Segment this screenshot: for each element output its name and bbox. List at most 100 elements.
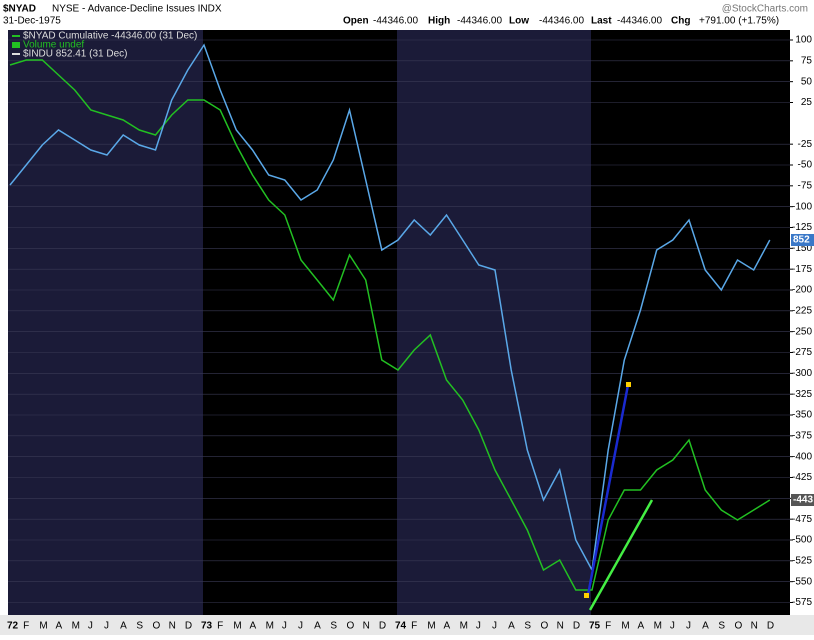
marker <box>626 382 631 387</box>
x-tick-label: A <box>56 621 63 632</box>
y-tick-label: -75 <box>798 180 813 191</box>
x-tick-label: N <box>169 621 176 632</box>
x-tick-label: D <box>573 621 580 632</box>
y-tick-label: -475 <box>792 514 812 525</box>
y-tick-label: -300 <box>792 368 812 379</box>
year-band <box>397 30 591 615</box>
x-tick-label: F <box>411 621 417 632</box>
x-tick-label: D <box>767 621 774 632</box>
x-tick-label: A <box>120 621 127 632</box>
y-tick-label: -350 <box>792 410 812 421</box>
x-tick-label: D <box>379 621 386 632</box>
y-tick-label: -550 <box>792 576 812 587</box>
price-tag-box <box>791 234 814 246</box>
y-tick-label: -375 <box>792 430 812 441</box>
x-tick-label: J <box>476 621 481 632</box>
stat-value: -44346.00 <box>539 16 584 27</box>
x-tick-label: M <box>621 621 629 632</box>
x-tick-label: 73 <box>201 621 213 632</box>
series-line <box>9 59 771 591</box>
symbol: $NYAD <box>3 4 36 15</box>
stat-label: Open <box>343 16 369 27</box>
x-tick-label: J <box>282 621 287 632</box>
x-tick-label: A <box>250 621 257 632</box>
x-tick-label: O <box>735 621 743 632</box>
x-tick-label: M <box>654 621 662 632</box>
legend-entry: $NYAD Cumulative -44346.00 (31 Dec) <box>23 31 197 42</box>
x-tick-label: A <box>638 621 645 632</box>
x-tick-label: O <box>347 621 355 632</box>
price-tag-box <box>791 494 814 506</box>
x-tick-label: O <box>153 621 161 632</box>
y-tick-label: 75 <box>801 55 813 66</box>
x-tick-label: A <box>314 621 321 632</box>
x-tick-label: J <box>670 621 675 632</box>
x-tick-label: F <box>605 621 611 632</box>
price-tag: 852 <box>793 235 810 246</box>
x-tick-label: M <box>39 621 47 632</box>
x-tick-label: F <box>23 621 29 632</box>
x-tick-label: 75 <box>589 621 601 632</box>
trend-line <box>586 384 630 596</box>
y-tick-label: 25 <box>801 97 813 108</box>
y-tick-label: -50 <box>798 160 813 171</box>
y-tick-label: -125 <box>792 222 812 233</box>
y-tick-label: -400 <box>792 451 812 462</box>
y-tick-label: -575 <box>792 597 812 608</box>
marker <box>584 593 589 598</box>
y-tick-label: -275 <box>792 347 812 358</box>
y-tick-label: -500 <box>792 535 812 546</box>
x-tick-label: S <box>718 621 725 632</box>
y-tick-label: -175 <box>792 264 812 275</box>
x-tick-label: J <box>104 621 109 632</box>
x-tick-label: M <box>72 621 80 632</box>
x-tick-label: M <box>233 621 241 632</box>
y-tick-label: -425 <box>792 472 812 483</box>
stat-value: -44346.00 <box>617 16 662 27</box>
legend-swatch <box>12 53 20 55</box>
y-tick-label: -250 <box>792 326 812 337</box>
legend-swatch <box>12 35 20 37</box>
x-tick-label: O <box>541 621 549 632</box>
date: 31-Dec-1975 <box>3 16 61 27</box>
y-tick-label: 50 <box>801 76 813 87</box>
year-band <box>591 30 790 615</box>
x-tick-label: A <box>508 621 515 632</box>
y-tick-label: -100 <box>792 201 812 212</box>
x-tick-label: D <box>185 621 192 632</box>
x-tick-label: 72 <box>7 621 19 632</box>
x-tick-label: S <box>136 621 143 632</box>
x-tick-label: N <box>363 621 370 632</box>
name: NYSE - Advance-Decline Issues INDX <box>52 4 222 15</box>
trend-line <box>588 499 654 611</box>
legend-swatch <box>12 42 20 48</box>
stat-label: High <box>428 16 450 27</box>
y-tick-label: -225 <box>792 305 812 316</box>
x-axis-strip <box>0 615 814 635</box>
x-tick-label: M <box>266 621 274 632</box>
stat-label: Chg <box>671 16 690 27</box>
x-tick-label: J <box>88 621 93 632</box>
x-tick-label: J <box>492 621 497 632</box>
x-tick-label: N <box>557 621 564 632</box>
x-tick-label: M <box>427 621 435 632</box>
x-tick-label: S <box>524 621 531 632</box>
price-tag: -443 <box>793 495 813 506</box>
stat-value: +791.00 (+1.75%) <box>699 16 779 27</box>
y-tick-label: -150 <box>792 243 812 254</box>
x-tick-label: S <box>330 621 337 632</box>
x-tick-label: A <box>444 621 451 632</box>
legend-entry: Volume undef <box>23 40 84 51</box>
x-tick-label: N <box>751 621 758 632</box>
stat-value: -44346.00 <box>457 16 502 27</box>
y-tick-label: -200 <box>792 285 812 296</box>
x-tick-label: A <box>702 621 709 632</box>
x-tick-label: F <box>217 621 223 632</box>
y-tick-label: 100 <box>795 35 812 46</box>
x-tick-label: J <box>298 621 303 632</box>
x-tick-label: J <box>686 621 691 632</box>
y-tick-label: -325 <box>792 389 812 400</box>
x-tick-label: 74 <box>395 621 407 632</box>
